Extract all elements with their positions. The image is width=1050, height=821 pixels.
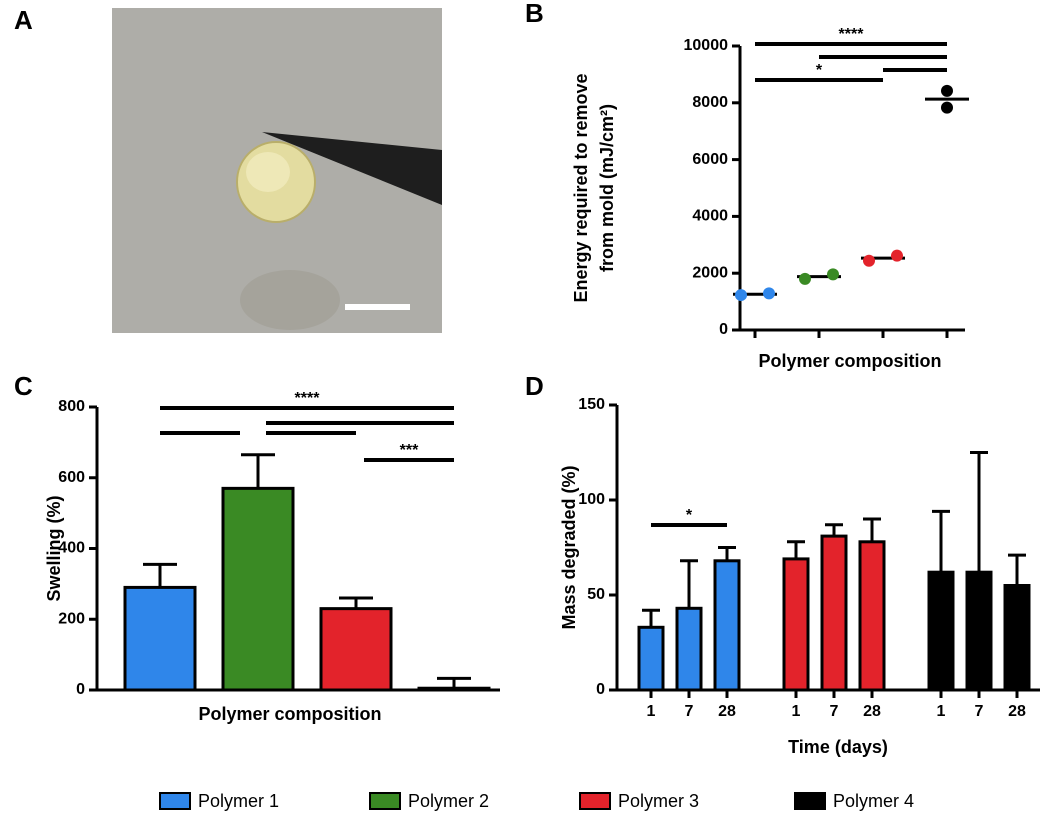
bar	[782, 557, 810, 692]
sphere-highlight	[246, 152, 290, 192]
x-tick-label: 28	[1008, 703, 1026, 720]
legend-swatch	[369, 792, 401, 810]
data-point	[827, 268, 839, 281]
y-axis-title: Energy required to remove	[571, 73, 591, 302]
y-axis-title: Mass degraded (%)	[559, 465, 579, 629]
bar	[221, 486, 295, 692]
significance-label: *	[686, 507, 693, 524]
y-tick-label: 0	[596, 681, 605, 698]
bar	[675, 606, 703, 692]
bar	[1003, 584, 1031, 692]
y-tick-label: 200	[58, 610, 85, 627]
data-point	[941, 84, 953, 97]
y-tick-label: 10000	[684, 37, 729, 54]
legend-label: Polymer 2	[408, 791, 489, 811]
panel-label: D	[525, 371, 544, 401]
legend-swatch	[794, 792, 826, 810]
panel-label: A	[14, 5, 33, 35]
photo	[112, 8, 442, 333]
x-tick-label: 7	[685, 703, 694, 720]
bar	[927, 570, 955, 692]
error-bar	[863, 517, 881, 542]
y-axis-title: from mold (mJ/cm²)	[597, 104, 617, 272]
photo-shadow	[240, 270, 340, 330]
error-bar	[143, 562, 177, 588]
x-tick-label: 1	[792, 703, 801, 720]
error-bar	[241, 453, 275, 489]
panel-label: B	[525, 0, 544, 28]
y-tick-label: 100	[578, 491, 605, 508]
y-tick-label: 0	[719, 321, 728, 338]
error-bar	[680, 559, 698, 609]
bar	[713, 559, 741, 692]
error-bar	[718, 546, 736, 561]
bar	[637, 625, 665, 692]
legend-label: Polymer 4	[833, 791, 914, 811]
error-bar	[825, 523, 843, 537]
error-bar	[642, 608, 660, 628]
tweezers	[262, 132, 442, 205]
data-point	[941, 101, 953, 114]
data-point	[735, 289, 747, 302]
legend-label: Polymer 3	[618, 791, 699, 811]
data-point	[763, 287, 775, 300]
x-tick-label: 1	[647, 703, 656, 720]
error-bar	[932, 509, 950, 573]
legend-swatch	[159, 792, 191, 810]
legend-label: Polymer 1	[198, 791, 279, 811]
y-axis-title: Swelling (%)	[44, 495, 64, 601]
bar	[123, 585, 197, 692]
significance-label: ****	[839, 26, 865, 43]
bar	[965, 570, 993, 692]
bar	[858, 540, 886, 692]
significance-label: *	[816, 62, 823, 79]
bar	[820, 534, 848, 692]
y-tick-label: 400	[58, 540, 85, 557]
bar	[319, 607, 393, 692]
x-tick-label: 1	[937, 703, 946, 720]
legend-swatch	[579, 792, 611, 810]
x-tick-label: 28	[863, 703, 881, 720]
significance-label: ***	[400, 442, 419, 459]
error-bar	[339, 596, 373, 609]
x-tick-label: 28	[718, 703, 736, 720]
x-tick-label: 7	[830, 703, 839, 720]
error-bar	[787, 540, 805, 559]
x-tick-label: 7	[975, 703, 984, 720]
y-tick-label: 0	[76, 681, 85, 698]
y-tick-label: 2000	[692, 264, 728, 281]
scale-bar	[345, 304, 410, 310]
y-tick-label: 800	[58, 398, 85, 415]
x-axis-title: Time (days)	[788, 737, 888, 757]
data-point	[863, 254, 875, 267]
error-bar	[1008, 553, 1026, 586]
error-bar	[437, 676, 471, 689]
x-axis-title: Polymer composition	[198, 704, 381, 724]
data-point	[891, 249, 903, 262]
y-tick-label: 6000	[692, 151, 728, 168]
y-tick-label: 50	[587, 586, 605, 603]
significance-label: ****	[295, 390, 321, 407]
y-tick-label: 150	[578, 396, 605, 413]
y-tick-label: 4000	[692, 208, 728, 225]
y-tick-label: 8000	[692, 94, 728, 111]
x-axis-title: Polymer composition	[758, 351, 941, 371]
error-bar	[970, 451, 988, 573]
data-point	[799, 272, 811, 285]
panel-label: C	[14, 371, 33, 401]
y-tick-label: 600	[58, 469, 85, 486]
